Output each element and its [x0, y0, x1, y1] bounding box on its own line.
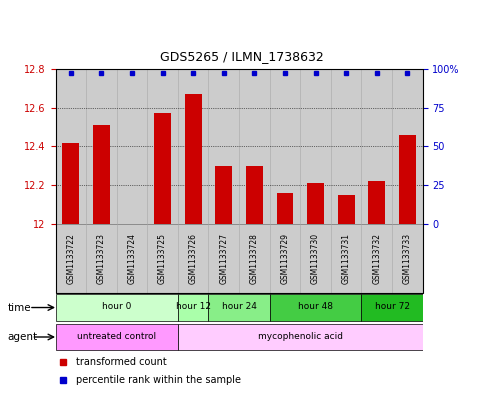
Text: GSM1133729: GSM1133729	[281, 233, 289, 284]
Text: GSM1133726: GSM1133726	[189, 233, 198, 284]
Text: GSM1133728: GSM1133728	[250, 233, 259, 284]
Text: GSM1133723: GSM1133723	[97, 233, 106, 284]
Bar	[392, 224, 423, 293]
Bar	[117, 69, 147, 224]
Bar	[86, 224, 117, 293]
Bar	[392, 69, 423, 224]
Bar	[300, 69, 331, 224]
Bar	[178, 324, 423, 350]
Bar	[399, 135, 416, 224]
Text: GSM1133727: GSM1133727	[219, 233, 228, 284]
Bar	[270, 294, 361, 321]
Bar	[215, 166, 232, 224]
Bar	[147, 69, 178, 224]
Text: time: time	[7, 303, 31, 312]
Bar	[178, 294, 209, 321]
Text: hour 0: hour 0	[102, 303, 131, 311]
Text: GSM1133731: GSM1133731	[341, 233, 351, 284]
Text: agent: agent	[7, 332, 37, 342]
Bar	[239, 69, 270, 224]
Bar	[239, 224, 270, 293]
Text: GDS5265 / ILMN_1738632: GDS5265 / ILMN_1738632	[159, 50, 324, 64]
Bar	[93, 125, 110, 224]
Text: hour 72: hour 72	[374, 303, 410, 311]
Bar	[331, 224, 361, 293]
Bar	[86, 69, 117, 224]
Bar	[338, 195, 355, 224]
Bar	[246, 166, 263, 224]
Text: GSM1133724: GSM1133724	[128, 233, 137, 284]
Text: GSM1133730: GSM1133730	[311, 233, 320, 284]
Text: percentile rank within the sample: percentile rank within the sample	[76, 375, 241, 385]
Bar	[56, 324, 178, 350]
Text: transformed count: transformed count	[76, 357, 167, 367]
Bar	[185, 94, 201, 224]
Text: hour 12: hour 12	[176, 303, 211, 311]
Bar	[178, 69, 209, 224]
Bar	[209, 69, 239, 224]
Bar	[270, 69, 300, 224]
Text: GSM1133722: GSM1133722	[66, 233, 75, 284]
Bar	[154, 114, 171, 224]
Text: GSM1133732: GSM1133732	[372, 233, 381, 284]
Bar	[56, 294, 178, 321]
Text: untreated control: untreated control	[77, 332, 156, 341]
Text: GSM1133733: GSM1133733	[403, 233, 412, 284]
Bar	[331, 69, 361, 224]
Bar	[270, 224, 300, 293]
Bar	[300, 224, 331, 293]
Bar	[361, 224, 392, 293]
Text: GSM1133725: GSM1133725	[158, 233, 167, 284]
Text: mycophenolic acid: mycophenolic acid	[258, 332, 343, 341]
Bar	[307, 183, 324, 224]
Bar	[369, 181, 385, 224]
Bar	[209, 294, 270, 321]
Bar	[361, 69, 392, 224]
Text: hour 48: hour 48	[298, 303, 333, 311]
Text: hour 24: hour 24	[222, 303, 256, 311]
Bar	[117, 224, 147, 293]
Bar	[178, 224, 209, 293]
Bar	[209, 224, 239, 293]
Bar	[147, 224, 178, 293]
Bar	[56, 69, 86, 224]
Bar	[62, 143, 79, 224]
Bar	[361, 294, 423, 321]
Bar	[277, 193, 293, 224]
Bar	[56, 224, 86, 293]
